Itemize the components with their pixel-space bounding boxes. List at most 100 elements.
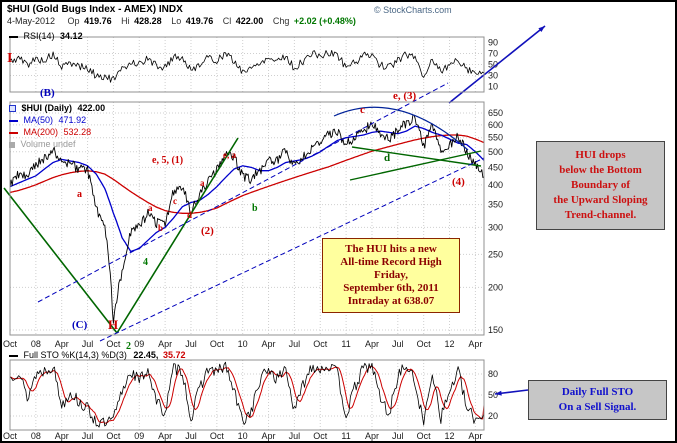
x-axis-label: Apr [55, 431, 69, 441]
low-value: 419.76 [185, 16, 214, 26]
price-axis-label: 600 [488, 120, 503, 130]
rsi-legend: RSI(14) 34.12 [9, 31, 83, 41]
copyright-text: © StockCharts.com [374, 5, 452, 15]
close-label: Cl [222, 16, 232, 26]
callout-line: Boundary of [571, 179, 630, 191]
ma200-value: 532.28 [63, 127, 92, 137]
price-axis-label: 500 [488, 147, 503, 157]
price-line [9, 114, 485, 324]
change-label: Chg [272, 16, 290, 26]
price-series-name: $HUI (Daily) [21, 103, 73, 113]
close-value: 422.00 [235, 16, 264, 26]
x-axis-label: Jul [289, 339, 301, 349]
rsi-line [9, 50, 485, 83]
rsi-value: 34.12 [60, 31, 83, 41]
x-axis-label: Jul [392, 339, 404, 349]
high-label: Hi [121, 16, 130, 26]
trend-line [3, 187, 118, 334]
callout-line: On a Sell Signal. [558, 401, 637, 413]
sto-axis-label: 80 [488, 369, 498, 379]
sto-d-value: 35.72 [162, 350, 186, 360]
x-axis-label: 12 [445, 431, 455, 441]
x-axis-label: Oct [313, 339, 328, 349]
x-axis-label: Apr [158, 431, 172, 441]
ma200-legend: MA(200) 532.28 [9, 127, 91, 137]
arrow-head-icon [538, 26, 545, 32]
x-axis-label: 08 [31, 339, 41, 349]
x-axis-label: Oct [3, 431, 18, 441]
price-legend: $HUI (Daily) 422.00 [9, 103, 105, 113]
trend-line [448, 25, 546, 104]
ma50-name: MA(50) [23, 115, 54, 125]
volume-label: Volume undef [20, 139, 76, 149]
channel-line [37, 82, 449, 303]
x-axis-label: Apr [262, 431, 276, 441]
ma50-value: 471.92 [58, 115, 87, 125]
callout-line: All-time Record High [340, 256, 442, 268]
price-axis-label: 450 [488, 162, 503, 172]
callout-line: Trend-channel. [564, 209, 637, 221]
x-axis-label: 09 [134, 431, 144, 441]
sto-line-swatch-icon [9, 354, 18, 357]
trend-line [349, 150, 482, 181]
open-value: 419.76 [84, 16, 112, 26]
x-axis-label: Oct [210, 431, 225, 441]
panel-border [9, 101, 485, 336]
x-axis-label: Apr [262, 339, 276, 349]
price-axis-label: 200 [488, 282, 503, 292]
price-axis-label: 250 [488, 249, 503, 259]
rsi-line-swatch-icon [9, 35, 18, 38]
resistance-curve-line [333, 106, 469, 151]
x-axis-label: Apr [158, 339, 172, 349]
chart-style-icon [9, 105, 16, 113]
rsi-axis-label: 10 [488, 82, 498, 92]
x-axis-label: 11 [341, 431, 350, 441]
callout-line: below the Bottom [559, 164, 642, 176]
ma200-line-swatch-icon [9, 131, 18, 134]
sto-legend: Full STO %K(14,3) %D(3) 22.45, 35.72 [9, 350, 185, 360]
x-axis-label: Apr [365, 339, 379, 349]
sto-sell-signal-callout: Daily Full STO On a Sell Signal. [528, 380, 667, 420]
price-axis-label: 350 [488, 200, 503, 210]
sto-axis-label: 20 [488, 411, 498, 421]
price-axis-label: 550 [488, 133, 503, 143]
x-axis-label: 09 [134, 339, 144, 349]
sto-name: Full STO %K(14,3) %D(3) [23, 350, 127, 360]
x-axis-label: 08 [31, 431, 41, 441]
panel-border [9, 36, 485, 93]
arrow-head-icon [495, 390, 502, 396]
price-last-value: 422.00 [77, 103, 106, 113]
callout-line: Daily Full STO [561, 386, 634, 398]
x-axis-label: 10 [238, 431, 248, 441]
callout-line: HUI drops [575, 149, 626, 161]
ma50-line [9, 125, 485, 253]
x-axis-label: Jul [185, 431, 197, 441]
callout-line: Friday, [374, 269, 408, 281]
price-axis-label: 650 [488, 108, 503, 118]
price-axis-label: 400 [488, 180, 503, 190]
volume-swatch-icon [9, 141, 15, 148]
channel-line [99, 157, 485, 342]
high-value: 428.28 [134, 16, 162, 26]
trend-channel-breakdown-callout: HUI drops below the Bottom Boundary of t… [536, 141, 665, 230]
volume-legend: Volume undef [9, 139, 76, 149]
x-axis-label: Oct [3, 339, 18, 349]
rsi-axis-label: 50 [488, 60, 498, 70]
low-label: Lo [171, 16, 182, 26]
trend-line [116, 137, 239, 334]
x-axis-label: 11 [341, 339, 350, 349]
x-axis-label: Oct [417, 339, 432, 349]
sto-k-value: 22.45, [133, 350, 159, 360]
x-axis-label: Oct [106, 431, 121, 441]
x-axis-label: Jul [289, 431, 301, 441]
ma200-name: MA(200) [23, 127, 59, 137]
x-axis-label: Oct [210, 339, 225, 349]
x-axis-label: Apr [468, 431, 482, 441]
callout-line: the Upward Sloping [553, 194, 648, 206]
x-axis-label: 12 [445, 339, 455, 349]
x-axis-label: Apr [55, 339, 69, 349]
x-axis-label: Oct [417, 431, 432, 441]
x-axis-label: Jul [185, 339, 197, 349]
